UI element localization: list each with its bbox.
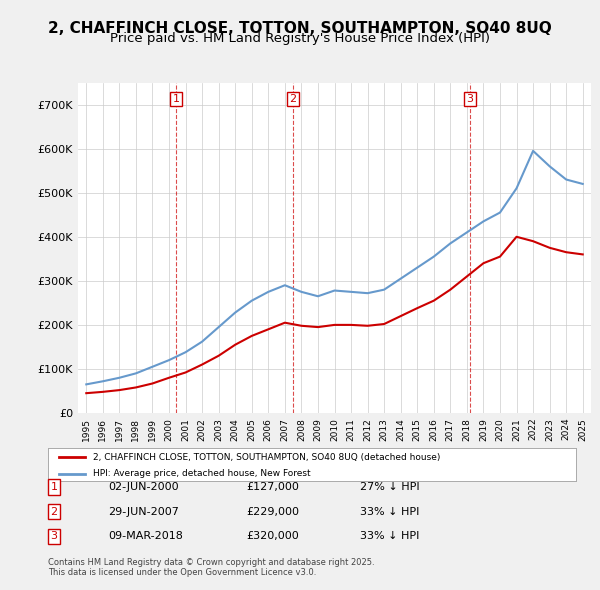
- Text: 33% ↓ HPI: 33% ↓ HPI: [360, 532, 419, 541]
- Text: 09-MAR-2018: 09-MAR-2018: [108, 532, 183, 541]
- Text: £320,000: £320,000: [246, 532, 299, 541]
- Text: Price paid vs. HM Land Registry's House Price Index (HPI): Price paid vs. HM Land Registry's House …: [110, 32, 490, 45]
- Text: 2: 2: [289, 94, 296, 104]
- Text: 2, CHAFFINCH CLOSE, TOTTON, SOUTHAMPTON, SO40 8UQ (detached house): 2, CHAFFINCH CLOSE, TOTTON, SOUTHAMPTON,…: [93, 453, 440, 462]
- Text: 29-JUN-2007: 29-JUN-2007: [108, 507, 179, 516]
- Text: 3: 3: [50, 532, 58, 541]
- Text: 2, CHAFFINCH CLOSE, TOTTON, SOUTHAMPTON, SO40 8UQ: 2, CHAFFINCH CLOSE, TOTTON, SOUTHAMPTON,…: [48, 21, 552, 35]
- Text: 33% ↓ HPI: 33% ↓ HPI: [360, 507, 419, 516]
- Text: Contains HM Land Registry data © Crown copyright and database right 2025.
This d: Contains HM Land Registry data © Crown c…: [48, 558, 374, 577]
- Text: 2: 2: [50, 507, 58, 516]
- Text: £127,000: £127,000: [246, 482, 299, 491]
- Text: 1: 1: [50, 482, 58, 491]
- Text: £229,000: £229,000: [246, 507, 299, 516]
- Text: 1: 1: [172, 94, 179, 104]
- Text: 27% ↓ HPI: 27% ↓ HPI: [360, 482, 419, 491]
- Text: 02-JUN-2000: 02-JUN-2000: [108, 482, 179, 491]
- Text: 3: 3: [466, 94, 473, 104]
- Text: HPI: Average price, detached house, New Forest: HPI: Average price, detached house, New …: [93, 469, 311, 478]
